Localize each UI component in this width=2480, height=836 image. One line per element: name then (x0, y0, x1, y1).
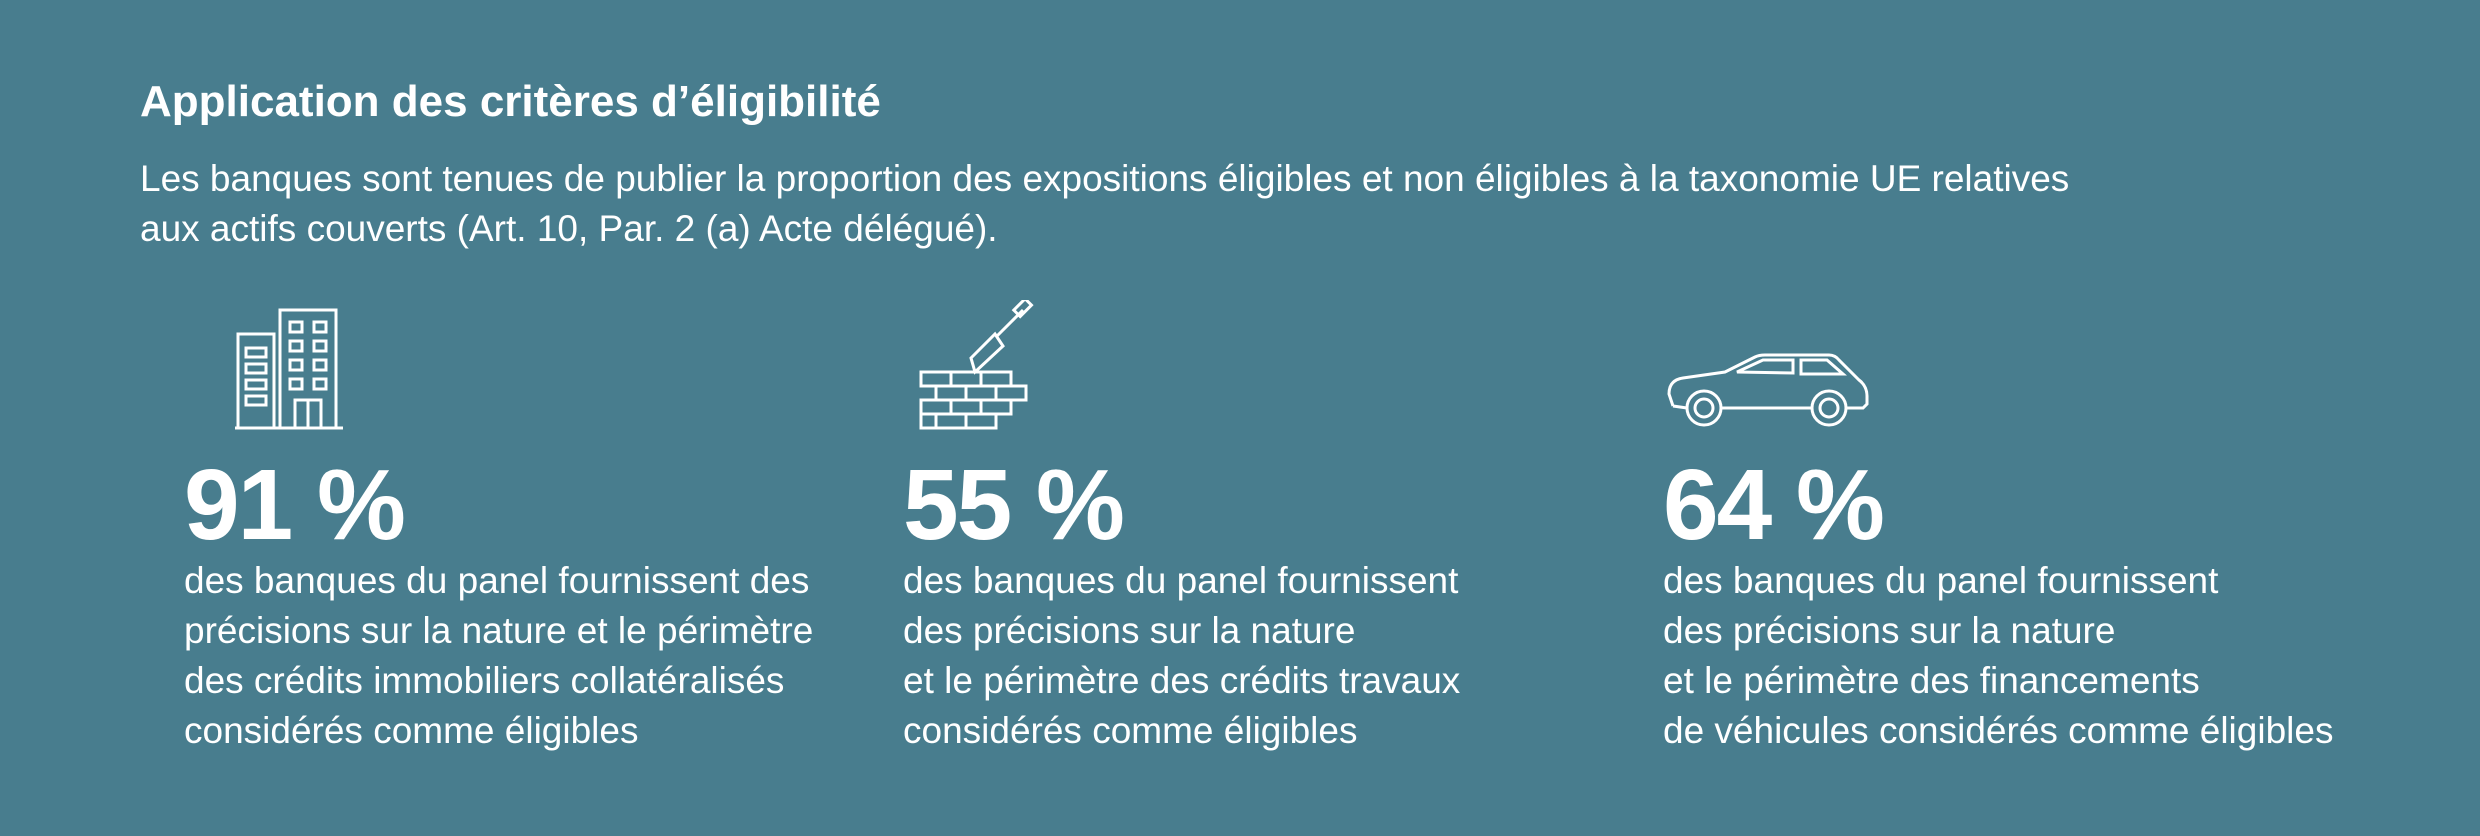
stat-description-line: et le périmètre des financements (1663, 660, 2200, 701)
stat-description-line: des banques du panel fournissent (1663, 560, 2219, 601)
stat-description: des banques du panel fournissent des pré… (1663, 556, 2333, 756)
car-icon (1663, 300, 1873, 435)
stat-description: des banques du panel fournissent des pré… (184, 556, 813, 756)
stat-description-line: précisions sur la nature et le périmètre (184, 610, 814, 651)
intro-text: Les banques sont tenues de publier la pr… (140, 154, 2380, 254)
stat-description-line: et le périmètre des crédits travaux (903, 660, 1461, 701)
page-title: Application des critères d’éligibilité (140, 77, 881, 126)
stat-description-line: des crédits immobiliers collatéralisés (184, 660, 785, 701)
intro-line: aux actifs couverts (Art. 10, Par. 2 (a)… (140, 208, 998, 249)
stat-value: 91 % (184, 449, 406, 561)
stat-description-line: de véhicules considérés comme éligibles (1663, 710, 2334, 751)
brick-wall-trowel-icon (911, 296, 1041, 435)
stat-value: 64 % (1663, 449, 1885, 561)
stat-description-line: des banques du panel fournissent (903, 560, 1459, 601)
stat-description-line: des banques du panel fournissent des (184, 560, 810, 601)
stat-description-line: des précisions sur la nature (1663, 610, 2116, 651)
stat-description: des banques du panel fournissent des pré… (903, 556, 1460, 756)
stat-description-line: des précisions sur la nature (903, 610, 1356, 651)
stat-value: 55 % (903, 449, 1125, 561)
stat-description-line: considérés comme éligibles (903, 710, 1358, 751)
stat-description-line: considérés comme éligibles (184, 710, 639, 751)
intro-line: Les banques sont tenues de publier la pr… (140, 158, 2070, 199)
building-icon (235, 300, 345, 435)
